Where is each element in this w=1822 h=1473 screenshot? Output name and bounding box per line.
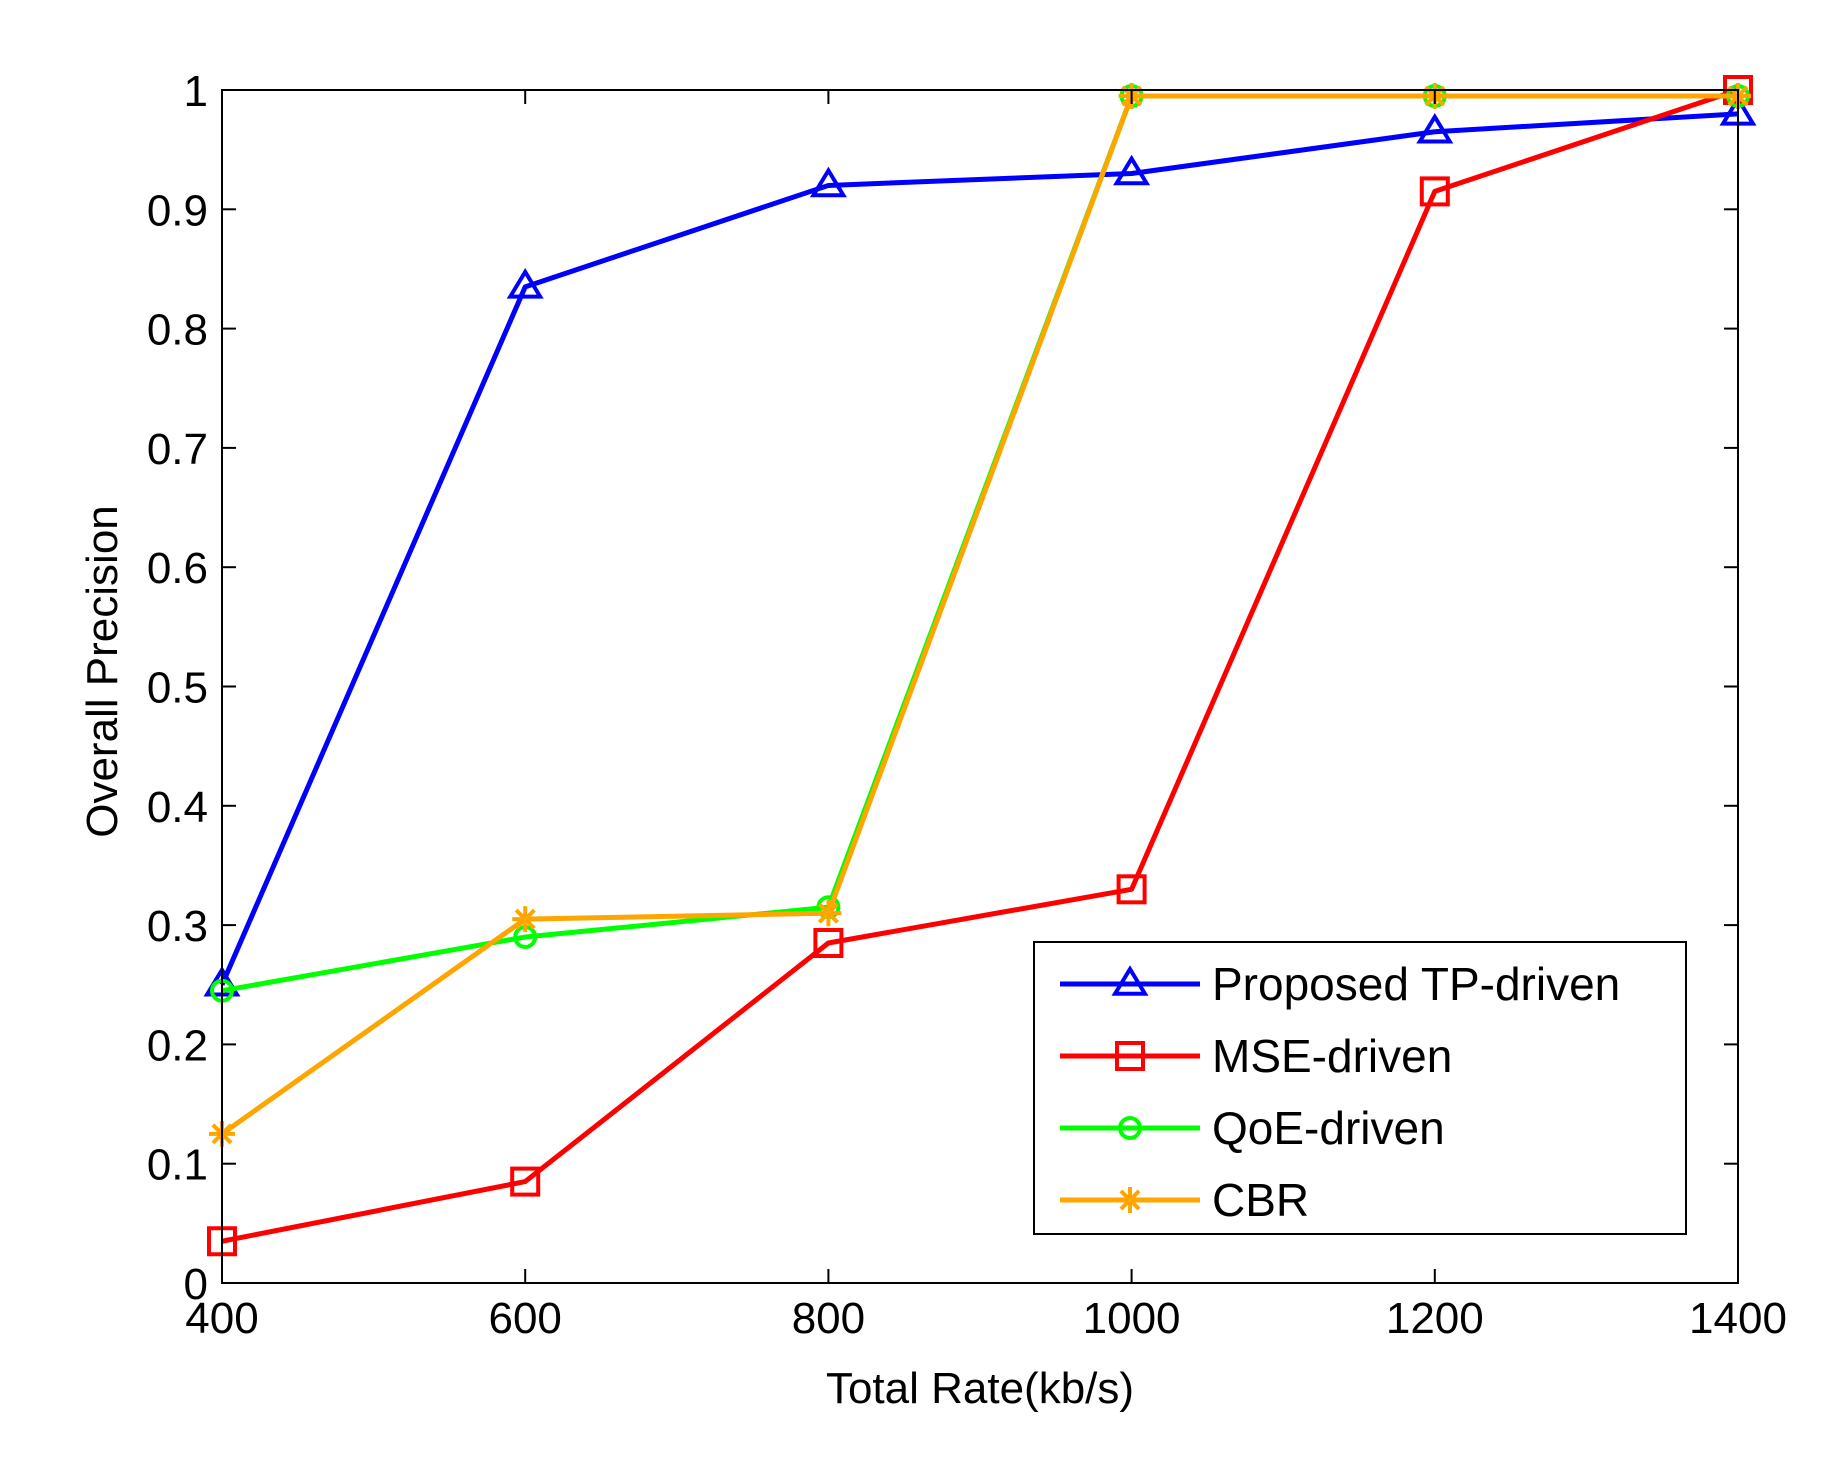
data-point-mse-driven (510, 1166, 541, 1197)
y-tick-label: 0.1 (147, 1141, 208, 1190)
legend-marker-mse-driven (1115, 1041, 1145, 1071)
y-axis-label: Overall Precision (78, 505, 127, 838)
y-tick-label: 0.5 (147, 664, 208, 713)
y-tick-label: 1 (184, 67, 208, 116)
legend-marker-qoe-driven (1118, 1116, 1142, 1140)
plot-area (203, 75, 1757, 1257)
legend-label-cbr: CBR (1212, 1174, 1309, 1226)
data-point-cbr (815, 900, 842, 927)
legend-label-qoe-driven: QoE-driven (1212, 1102, 1445, 1154)
data-point-proposed-tp-driven (506, 268, 544, 299)
x-tick-label: 600 (488, 1294, 561, 1343)
data-point-proposed-tp-driven (1416, 112, 1454, 144)
y-tick-label: 0.4 (147, 783, 208, 832)
legend-label-proposed-tp-driven: Proposed TP-driven (1212, 958, 1620, 1010)
y-tick-label: 0.7 (147, 425, 208, 474)
x-tick-label: 800 (792, 1294, 865, 1343)
legend-marker-proposed-tp-driven (1111, 965, 1149, 996)
data-point-proposed-tp-driven (1113, 154, 1151, 186)
y-tick-label: 0.3 (147, 902, 208, 951)
y-tick-label: 0.9 (147, 186, 208, 235)
y-tick-label: 0.8 (147, 306, 208, 355)
x-axis-label: Total Rate(kb/s) (826, 1364, 1134, 1413)
legend: Proposed TP-driven MSE-driven QoE-driven CB… (1033, 941, 1687, 1235)
x-tick-label: 400 (185, 1294, 258, 1343)
data-point-mse-driven (1419, 176, 1450, 207)
legend-label-mse-driven: MSE-driven (1212, 1030, 1452, 1082)
data-point-proposed-tp-driven (809, 166, 847, 198)
y-tick-label: 0.6 (147, 544, 208, 593)
series-line-cbr (220, 93, 1738, 1136)
series-line-proposed-tp-driven (219, 111, 1739, 986)
legend-marker-cbr (1117, 1187, 1143, 1213)
series-line-mse-driven (221, 87, 1739, 1244)
y-tick-label: 0 (184, 1260, 208, 1309)
y-tick-label: 0.2 (147, 1021, 208, 1070)
x-tick-label: 1000 (1083, 1294, 1181, 1343)
x-tick-label: 1400 (1689, 1294, 1787, 1343)
data-point-mse-driven (813, 927, 844, 958)
data-point-mse-driven (1116, 874, 1147, 905)
x-tick-label: 1200 (1386, 1294, 1484, 1343)
axes: 400 600 800 1000 1200 1400 0 0.1 0.2 0.3 0.4 0.5 0.6… (147, 67, 1787, 1343)
data-point-cbr (512, 906, 539, 933)
